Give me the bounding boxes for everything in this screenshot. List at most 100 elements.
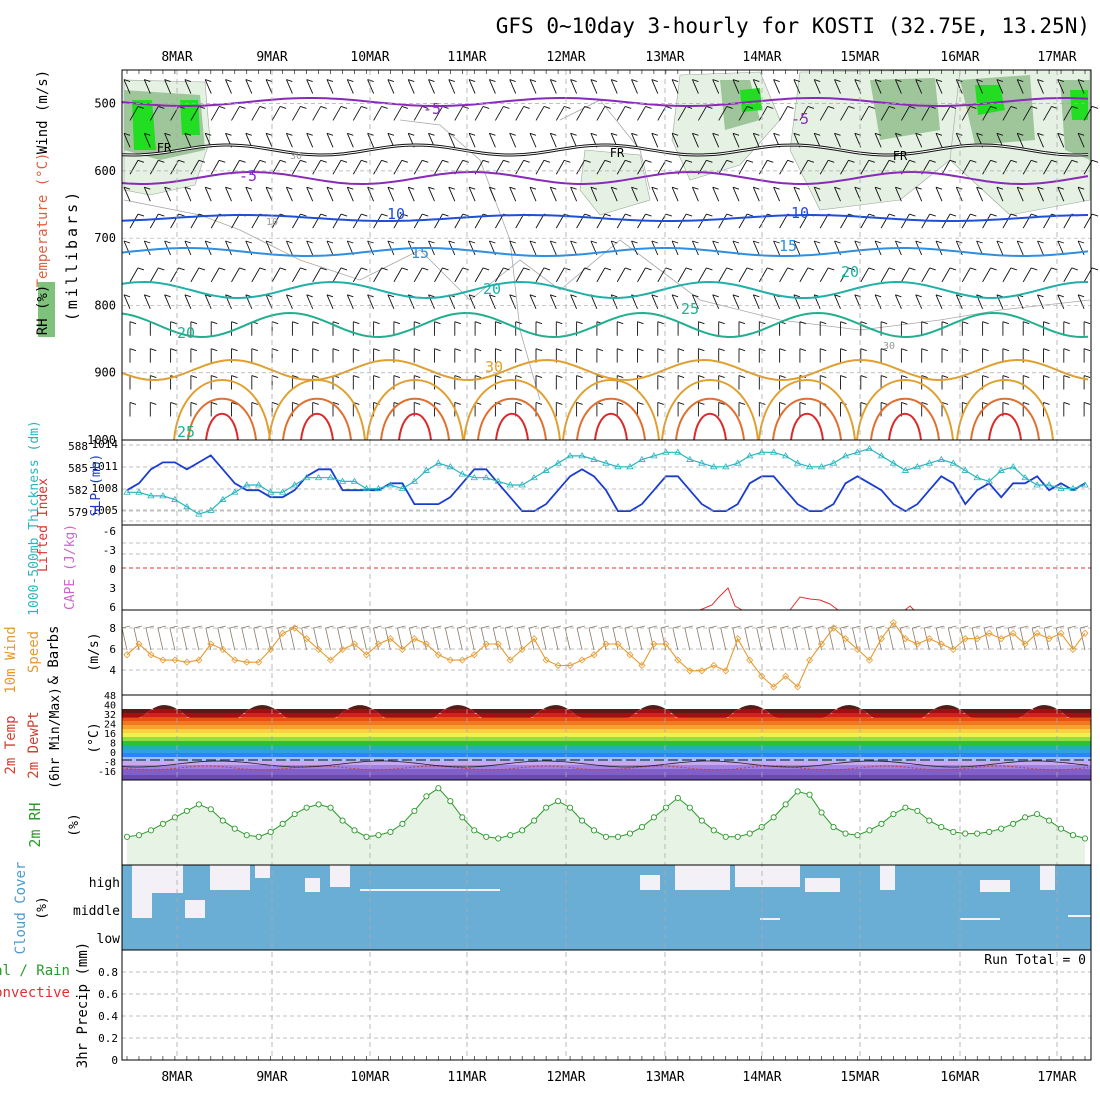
temp-band (122, 705, 1091, 718)
wind-speed-marker (614, 640, 622, 648)
thickness-marker (482, 473, 490, 481)
rh-marker (507, 832, 514, 839)
wind-barb (312, 106, 327, 121)
cloud-gap (255, 865, 270, 878)
wind-barb (143, 132, 151, 148)
date-label-bottom: 16MAR (940, 1070, 979, 1085)
precip-tick-label: 0.4 (98, 1010, 118, 1023)
temperature-contour-hot (790, 412, 824, 441)
wind-barb (393, 159, 409, 175)
thickness-marker (470, 473, 478, 481)
rh-marker (171, 814, 178, 821)
wind-barb (549, 240, 557, 256)
wind-speed-marker (494, 640, 502, 648)
rh-isoline (559, 99, 651, 191)
wind-barb (657, 267, 672, 283)
wind-barb (509, 240, 517, 256)
thickness-marker (590, 455, 598, 462)
wind-barb (326, 186, 334, 202)
contour-label: -5 (791, 110, 809, 128)
thickness-marker (458, 470, 467, 477)
thickness-marker (362, 484, 371, 492)
wind-barb (332, 348, 340, 363)
wind-10m-barb (217, 625, 226, 651)
wind-barb (210, 375, 218, 390)
wind-barb (231, 213, 246, 229)
wind-barb (819, 267, 835, 283)
wind-barb (190, 402, 198, 417)
rh-marker (662, 804, 669, 811)
thickness-marker (973, 473, 981, 481)
wind-barb (691, 186, 699, 202)
wind-barb (143, 294, 151, 309)
wind-speed-marker (758, 672, 766, 680)
wind-barb (570, 240, 578, 256)
wind-10m-barb (947, 625, 957, 651)
contour-label: 15 (411, 244, 429, 262)
rh-shade-high (740, 88, 762, 112)
wind-barb (698, 106, 713, 121)
wind-barb (1077, 186, 1085, 202)
contour-label: 30 (485, 358, 503, 376)
temperature-contour (121, 214, 1089, 222)
wind-barb (1002, 321, 1010, 336)
wind-barb (752, 186, 760, 202)
wind-barb (312, 375, 319, 390)
wind-speed-marker (865, 656, 874, 664)
contour-label: -5 (423, 100, 441, 118)
thickness-marker (1057, 484, 1065, 492)
rh-marker (471, 827, 478, 834)
wind-barb (738, 375, 746, 390)
wind-barb (738, 213, 754, 229)
cloud-gap (305, 878, 320, 892)
thickness-marker (578, 452, 586, 459)
wind-barb (961, 267, 977, 283)
thickness-marker (985, 477, 993, 484)
date-label-top: 15MAR (840, 50, 879, 65)
rh-marker (195, 801, 202, 808)
wind-barb (712, 186, 720, 202)
wind-barb (1043, 348, 1050, 363)
wind-barb (616, 159, 632, 175)
rh-marker (1058, 825, 1065, 832)
wind-barb (312, 348, 319, 363)
wind-barb (251, 375, 258, 390)
wind-barb (1022, 106, 1038, 121)
wind-barb (285, 132, 293, 148)
rh-marker (363, 833, 370, 840)
wind-barb (900, 375, 908, 390)
wind-barb (718, 213, 733, 229)
rh-marker (962, 830, 969, 837)
wind-barb (346, 186, 354, 202)
dewpt2m-axis-label: 2m DewPt (26, 711, 42, 778)
wind-barb (576, 375, 583, 390)
wind-barb (529, 294, 537, 309)
wind-barb (149, 402, 157, 417)
wind-barb (373, 267, 388, 283)
wind-barb (387, 240, 395, 256)
wind-barb (367, 294, 375, 309)
cloud-gap (132, 893, 152, 918)
wind-barb (1043, 159, 1058, 175)
rh-marker (243, 832, 250, 839)
rh-marker (734, 833, 741, 840)
wind-barb (210, 159, 226, 175)
contour-label: 20 (841, 263, 859, 281)
wind-barb (129, 267, 145, 283)
date-label-bottom: 15MAR (840, 1070, 879, 1085)
wind-barb (834, 186, 841, 202)
rh-marker (938, 824, 945, 831)
thickness-marker (961, 466, 969, 473)
wind-10m-barb (432, 625, 442, 651)
wind-tick-label: 8 (109, 622, 116, 635)
wind-barb (610, 79, 618, 94)
precip-convective-label: Convective (0, 985, 70, 1001)
wind-barb (915, 132, 923, 148)
wind-barb (555, 267, 571, 283)
temperature-contour-warm (856, 379, 954, 441)
temperature-contour-warm (970, 397, 1040, 441)
wind-barb (576, 106, 591, 121)
cloud-gap (1040, 865, 1055, 890)
thickness-marker (171, 495, 179, 502)
temperature-contour-warm (576, 397, 646, 441)
